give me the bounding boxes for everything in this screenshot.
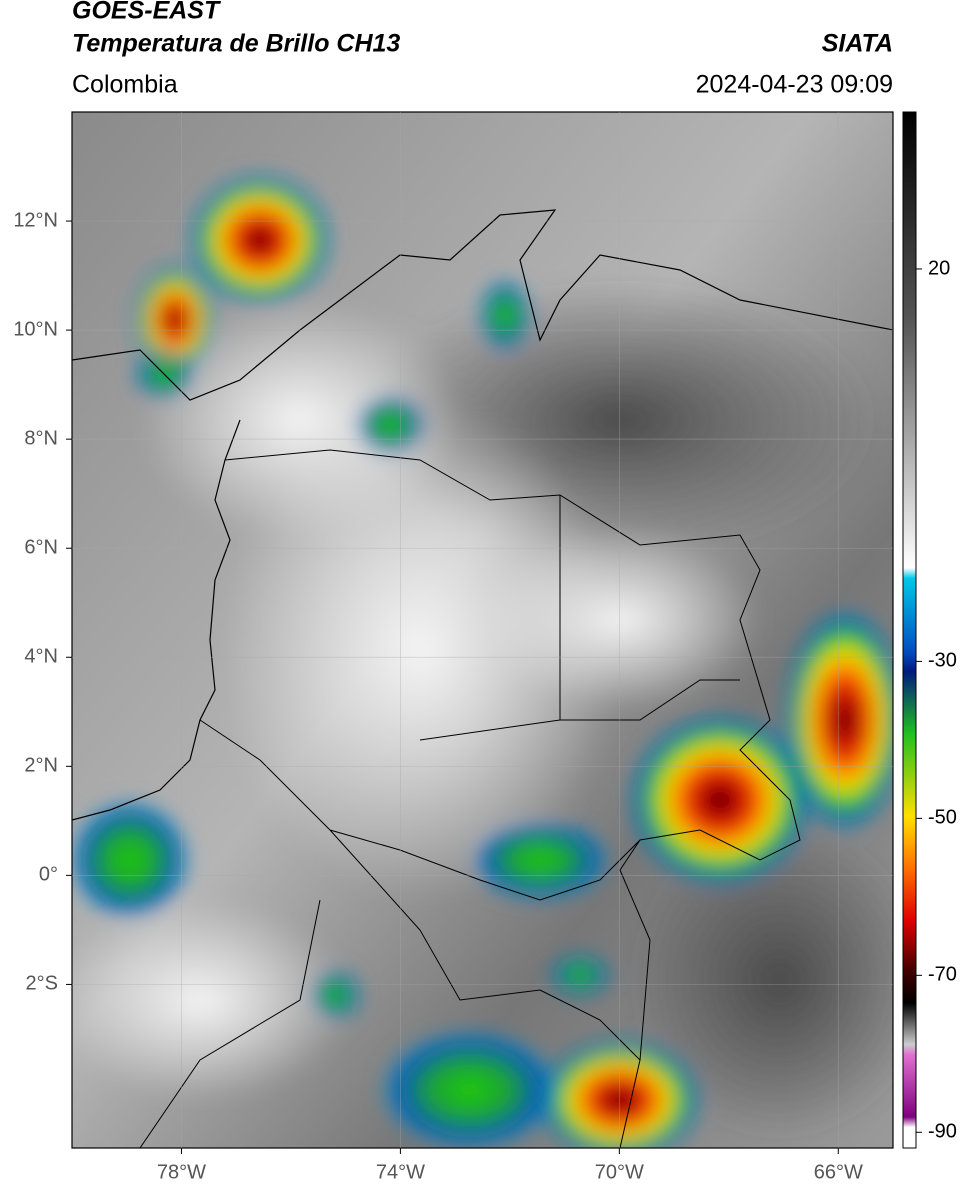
y-tick-label: 0° (39, 864, 58, 886)
colorbar-tick-label: 20 (928, 257, 950, 279)
x-tick-label: 70°W (595, 1161, 644, 1183)
title: GOES-EAST (72, 0, 222, 25)
y-tick-label: 8°N (24, 427, 58, 449)
map-frame (71, 111, 894, 1149)
y-tick-label: 2°S (26, 973, 58, 995)
y-tick-label: 4°N (24, 646, 58, 668)
source: SIATA (822, 30, 893, 58)
region: Colombia (72, 71, 178, 99)
colorbar-tick-label: -30 (928, 650, 957, 672)
colorbar-tick-label: -90 (928, 1121, 957, 1143)
x-tick-label: 66°W (814, 1161, 863, 1183)
colorbar (902, 111, 917, 1149)
x-tick-label: 78°W (157, 1161, 206, 1183)
datetime: 2024-04-23 09:09 (696, 71, 893, 99)
y-tick-label: 10°N (13, 318, 58, 340)
colorbar-tick-label: -50 (928, 807, 957, 829)
colorbar-tick-label: -70 (928, 964, 957, 986)
x-tick-label: 74°W (376, 1161, 425, 1183)
y-tick-label: 12°N (13, 209, 58, 231)
y-tick-label: 6°N (24, 536, 58, 558)
y-tick-label: 2°N (24, 755, 58, 777)
grid (72, 112, 893, 1148)
subtitle: Temperatura de Brillo CH13 (72, 30, 400, 58)
satellite-image (72, 112, 893, 1148)
